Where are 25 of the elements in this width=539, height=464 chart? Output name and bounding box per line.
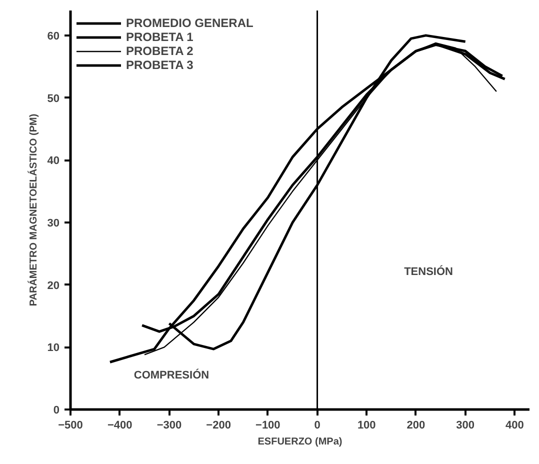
x-tick-label: 100 [357,420,376,432]
y-tick-label: 60 [47,30,60,42]
y-tick-label: 40 [47,155,60,168]
legend-label: PROBETA 2 [126,44,194,58]
x-tick-label: 0 [314,420,320,432]
y-tick-label: 10 [47,342,60,354]
annotation: TENSIÓN [404,264,454,278]
x-tick-label: −500 [58,420,83,432]
y-tick-label: 50 [47,92,60,105]
legend-label: PROBETA 3 [126,58,194,72]
x-tick-label: −100 [256,420,280,432]
legend-label: PROBETA 1 [126,30,194,44]
x-tick-label: −200 [206,420,231,432]
legend-label: PROMEDIO GENERAL [126,16,254,30]
x-tick-label: 200 [406,420,426,432]
x-axis-title: ESFUERZO (MPa) [258,436,342,448]
y-axis-title: PARÁMETRO MAGNETOELÁSTICO (PM) [27,114,40,306]
y-tick-label: 0 [53,404,60,416]
x-tick-label: 300 [456,420,475,432]
annotation: COMPRESIÓN [134,368,210,382]
y-tick-label: 20 [47,280,60,292]
x-tick-label: 400 [506,420,524,432]
x-tick-label: −400 [107,420,132,432]
x-tick-label: −300 [156,420,182,432]
y-tick-label: 30 [47,217,60,230]
